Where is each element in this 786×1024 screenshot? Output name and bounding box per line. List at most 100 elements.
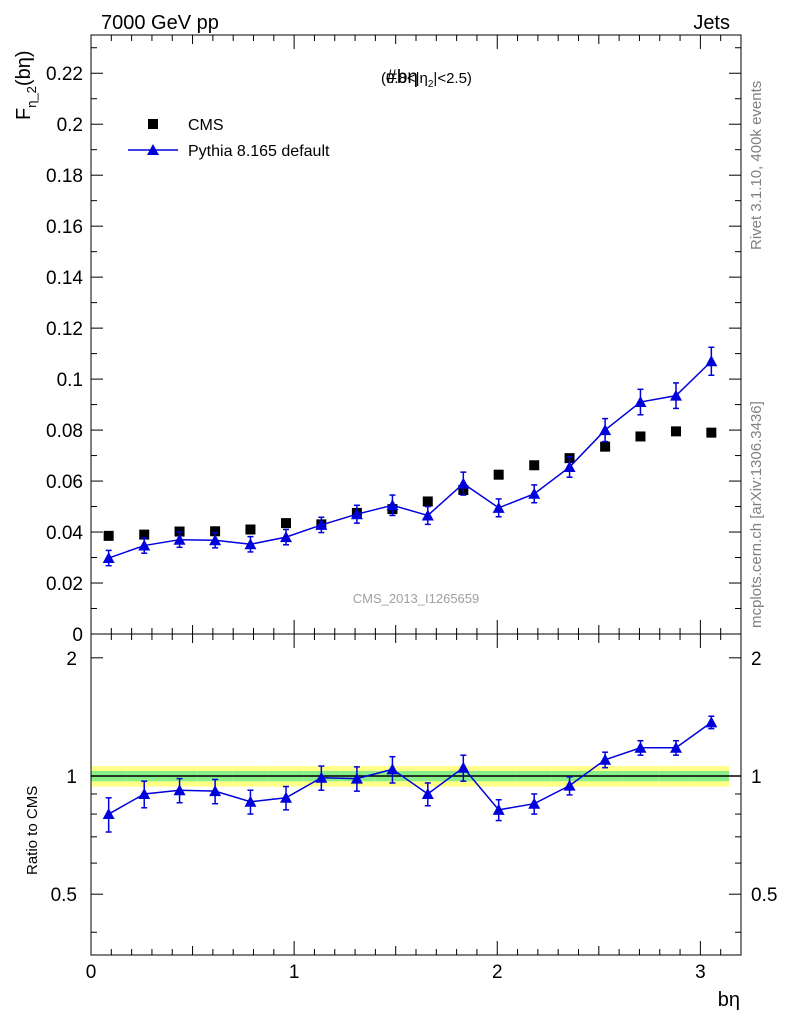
ratio-y-tick-label-left: 1 [66,767,77,788]
x-tick-label: 1 [289,962,300,983]
cms-point [139,529,150,540]
cms-point [706,427,717,438]
cms-point [671,426,681,437]
pythia-ratio-point [670,741,682,753]
pythia-point [528,487,541,499]
ratio-y-tick-label-left: 2 [66,649,77,670]
y-axis-title-f: F [13,108,35,120]
main-y-tick-label: 0.2 [57,115,83,136]
pythia-ratio-point [705,716,718,728]
pythia-ratio-point [173,784,186,796]
pythia-series [102,346,718,567]
pythia-point [705,355,718,367]
main-y-tick-label: 0.22 [46,64,83,85]
pythia-ratio-series [102,715,718,833]
legend-pythia-marker [147,144,159,155]
pythia-ratio-point [421,787,434,799]
plot-subtitle-start: (0.8<|η [381,70,428,87]
ratio-axis-ticks [90,634,742,955]
jets-label: Jets [693,12,730,34]
plot-title: #bη [386,67,418,88]
pythia-ratio-point [563,779,576,791]
main-y-tick-label: 0.14 [46,268,83,289]
y-axis-title-tail: (bη) [13,51,35,87]
pythia-ratio-point [492,803,505,815]
rivet-label: Rivet 3.1.10, 400k events [748,81,765,250]
main-y-tick-label: 0 [72,625,83,646]
cms-point [210,526,221,537]
legend-cms-label: CMS [188,117,224,134]
cms-point [281,518,291,529]
x-tick-label: 2 [492,962,503,983]
x-tick-label: 3 [695,962,706,983]
main-y-tick-label: 0.18 [46,166,83,187]
plot-subtitle-index: 2 [428,79,434,90]
pythia-point [173,533,186,545]
analysis-label: CMS_2013_I1265659 [353,591,480,606]
main-y-tick-label: 0.08 [46,421,83,442]
pythia-ratio-point [528,797,541,809]
pythia-point [492,501,505,513]
main-axis-ticks [90,35,742,635]
main-plot-panel: 0 0.02 0.04 0.06 0.08 0.1 0.12 0.14 0.16 0.18 0.2 0… [46,34,742,646]
pythia-point [102,552,115,564]
pythia-point [244,538,257,550]
ratio-y-tick-labels: 0.5 0.5 1 1 2 2 [51,649,778,906]
main-y-tick-label: 0.02 [46,574,83,595]
x-tick-label: 0 [86,962,97,983]
main-y-tick-label: 0.12 [46,319,83,340]
pythia-ratio-line [108,721,712,815]
x-tick-labels: 0 1 2 3 [86,962,706,983]
pythia-ratio-point [386,763,399,775]
main-y-tick-label: 0.1 [57,370,83,391]
ratio-plot-panel: 0.5 0.5 1 1 2 2 [51,633,778,956]
pythia-point [457,477,470,489]
pythia-ratio-point [350,772,363,784]
main-y-tick-labels: 0 0.02 0.04 0.06 0.08 0.1 0.12 0.14 0.16 0.18 0.2 0… [46,64,83,646]
pythia-ratio-point [634,741,647,753]
y-axis-title-text: Fη_2(bη) [13,51,39,121]
pythia-ratio-point [209,785,222,797]
pythia-ratio-point [315,771,328,783]
legend: CMS Pythia 8.165 default [128,117,330,160]
main-y-tick-label: 0.04 [46,523,83,544]
pythia-point [138,539,151,551]
cms-point [529,460,540,471]
pythia-ratio-point [457,761,470,773]
pythia-point [280,531,292,543]
plot-subtitle: (0.8<|η2|<2.5) [381,70,472,90]
pythia-point [350,508,363,520]
ratio-y-tick-label-right: 0.5 [751,885,777,906]
pythia-line [108,360,712,559]
mcplots-label: mcplots.cern.ch [arXiv:1306.3436] [748,401,765,628]
cms-point [600,441,611,452]
y-axis-title: Fη_2(bη) [13,51,39,121]
pythia-point [670,389,682,401]
legend-cms-marker [148,119,158,129]
cms-point [245,524,256,535]
pythia-ratio-point [599,753,612,765]
ratio-plot-frame [90,633,742,956]
pythia-ratio-point [102,808,115,820]
x-axis-title: bη [718,989,740,1011]
pythia-point [563,461,576,473]
collision-label: 7000 GeV pp [101,12,219,34]
main-y-tick-label: 0.06 [46,472,83,493]
plot-subtitle-end: |<2.5) [433,70,472,87]
ratio-y-tick-label-right: 2 [751,649,762,670]
pythia-point [315,518,328,530]
cms-point [103,530,114,541]
pythia-point [386,499,399,511]
pythia-ratio-point [138,787,151,799]
pythia-ratio-point [280,791,292,803]
ratio-y-tick-label-left: 0.5 [51,885,77,906]
ratio-axis-title: Ratio to CMS [24,786,41,875]
pythia-point [599,424,612,436]
pythia-ratio-point [244,795,257,807]
main-y-tick-label: 0.16 [46,217,83,238]
pythia-point [209,534,222,546]
cms-point [422,496,433,507]
ratio-y-tick-label-right: 1 [751,767,762,788]
y-axis-title-sub: η_2 [24,86,39,108]
